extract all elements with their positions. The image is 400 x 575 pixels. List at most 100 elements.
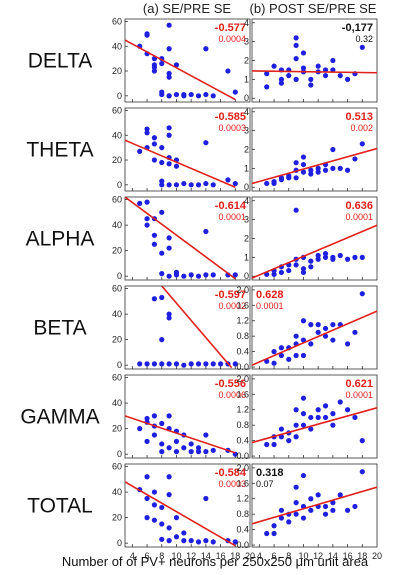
- data-point: [188, 441, 194, 447]
- fit-line: [161, 286, 233, 369]
- data-point: [286, 356, 292, 362]
- data-point: [137, 426, 143, 432]
- data-point: [151, 517, 158, 523]
- data-point: [144, 415, 150, 422]
- x-tick-label: 8: [159, 551, 164, 561]
- data-point: [203, 432, 209, 438]
- data-point: [300, 515, 307, 521]
- y-tick-label: 0: [244, 271, 249, 281]
- data-point: [151, 141, 158, 147]
- r-value: -0.585: [215, 111, 246, 123]
- data-point: [151, 64, 158, 70]
- data-point: [315, 63, 321, 69]
- data-point: [159, 250, 165, 256]
- data-point: [188, 538, 194, 544]
- y-tick-label: 4: [244, 196, 249, 206]
- data-point: [159, 521, 165, 527]
- data-point: [344, 167, 351, 173]
- y-tick-label: 40: [112, 220, 122, 230]
- data-point: [159, 449, 165, 455]
- data-point: [188, 182, 194, 188]
- p-value: 0.07: [256, 479, 274, 489]
- y-tick-label: 0: [117, 538, 122, 548]
- data-point: [293, 484, 299, 490]
- data-point: [359, 469, 365, 475]
- data-point: [159, 361, 165, 367]
- data-point: [203, 361, 209, 367]
- data-point: [210, 447, 216, 453]
- y-tick-label: 0: [244, 182, 249, 192]
- y-tick-label: 3: [244, 215, 249, 225]
- data-point: [286, 519, 292, 525]
- data-point: [173, 163, 180, 169]
- data-point: [144, 361, 150, 367]
- row-label-total: TOTAL: [27, 495, 93, 518]
- data-point: [308, 322, 314, 328]
- data-point: [359, 254, 365, 260]
- data-point: [330, 57, 336, 64]
- x-tick-label: 4: [257, 551, 262, 561]
- data-point: [166, 492, 172, 498]
- data-point: [137, 361, 143, 367]
- x-tick-label: 12: [186, 551, 196, 561]
- y-tick-label: 0: [117, 271, 122, 281]
- data-point: [308, 82, 314, 88]
- y-tick-label: 20: [112, 246, 122, 256]
- data-point: [151, 157, 158, 163]
- data-point: [278, 352, 285, 359]
- data-point: [308, 167, 314, 173]
- y-tick-label: 20: [112, 155, 122, 165]
- data-point: [278, 426, 285, 432]
- data-point: [278, 269, 285, 276]
- y-tick-label: 0.4: [236, 525, 249, 535]
- data-point: [271, 360, 277, 366]
- data-point: [300, 395, 307, 401]
- r-value: 0.636: [345, 200, 373, 212]
- data-point: [300, 161, 307, 168]
- data-point: [352, 156, 358, 162]
- x-tick-label: 6: [272, 551, 277, 561]
- data-point: [308, 426, 314, 432]
- r-value: -0.597: [215, 289, 246, 301]
- data-point: [278, 345, 285, 351]
- data-point: [173, 449, 180, 455]
- data-point: [159, 145, 165, 151]
- data-point: [271, 349, 277, 355]
- p-value: 0.0001: [345, 212, 373, 222]
- y-tick-label: 2.0: [236, 374, 249, 384]
- data-point: [144, 216, 150, 222]
- p-value: 0.0006: [218, 390, 246, 400]
- y-tick-label: 0.8: [236, 420, 249, 430]
- y-tick-label: 3: [244, 37, 249, 47]
- data-point: [151, 489, 158, 495]
- data-point: [293, 56, 299, 62]
- data-point: [315, 169, 321, 175]
- p-value: 0.0001: [345, 390, 373, 400]
- data-point: [203, 272, 209, 278]
- data-point: [359, 44, 365, 50]
- data-point: [293, 42, 299, 49]
- data-point: [344, 256, 351, 262]
- y-tick-label: 40: [112, 398, 122, 408]
- data-point: [151, 232, 158, 238]
- data-point: [151, 432, 158, 438]
- data-point: [159, 294, 165, 301]
- x-tick-label: 6: [145, 551, 150, 561]
- data-point: [159, 60, 165, 67]
- x-axis-title: Number of of PV+ neurons per 250x250 μm …: [62, 554, 369, 569]
- data-point: [210, 539, 216, 545]
- data-point: [173, 438, 180, 444]
- data-point: [293, 76, 299, 82]
- data-point: [166, 474, 172, 480]
- data-point: [166, 525, 172, 531]
- panel-total-b: 0.0 0.4 0.8 1.2 1.6 2.0 4 6 8 10 12 14 16 18 20 0.3180.…: [236, 463, 382, 561]
- data-point: [278, 515, 285, 521]
- data-point: [337, 165, 343, 171]
- data-point: [322, 414, 329, 421]
- y-tick-label: 20: [112, 66, 122, 76]
- data-point: [210, 272, 216, 278]
